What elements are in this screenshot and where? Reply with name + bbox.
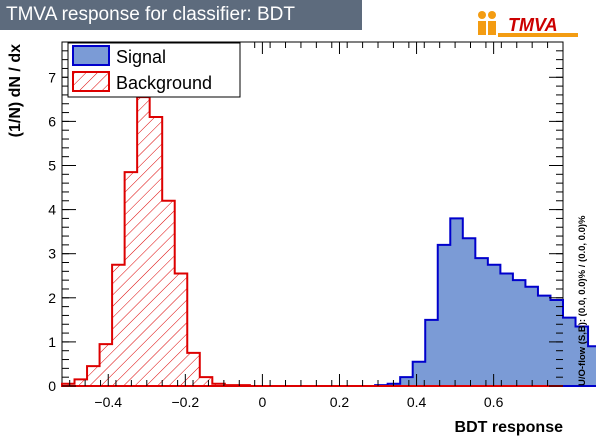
x-axis-label: BDT response (455, 419, 564, 436)
signal-bin (588, 346, 596, 386)
background-bin (200, 377, 213, 386)
signal-bin (450, 218, 463, 386)
y-tick-label: 5 (48, 157, 56, 173)
signal-bin (413, 362, 426, 386)
y-axis-label: (1/N) dN / dx (7, 44, 24, 137)
background-bin (225, 385, 238, 386)
chart-title: TMVA response for classifier: BDT (0, 0, 362, 30)
signal-bin (400, 377, 413, 386)
legend-swatch-background (72, 71, 110, 92)
x-tick-label: 0.4 (407, 394, 427, 410)
logo-icon (478, 11, 578, 37)
x-tick-label: 0 (259, 394, 267, 410)
x-tick-label: 0.2 (330, 394, 350, 410)
signal-bin (425, 320, 438, 386)
y-tick-label: 0 (48, 378, 56, 394)
background-bin (212, 384, 225, 386)
x-tick-label: −0.2 (172, 394, 200, 410)
background-bin (125, 172, 138, 386)
background-bin (112, 265, 125, 386)
signal-bin (500, 274, 513, 386)
background-bin (162, 201, 175, 386)
signal-bin (525, 287, 538, 386)
background-bin (137, 97, 150, 386)
y-tick-label: 4 (48, 202, 56, 218)
signal-bin (538, 296, 551, 386)
y-tick-label: 6 (48, 113, 56, 129)
signal-bin (463, 238, 476, 386)
signal-bin (563, 318, 576, 386)
overflow-note: U/O-flow (S,B): (0.0, 0.0)% / (0.0, 0.0)… (577, 215, 588, 386)
background-bin (175, 274, 188, 386)
legend-label-signal: Signal (116, 47, 166, 67)
tmva-logo: TMVA (468, 8, 580, 44)
signal-bin (475, 258, 488, 386)
legend-label-background: Background (116, 73, 212, 93)
background-bin (150, 117, 163, 386)
background-histogram (61, 96, 563, 387)
y-tick-label: 2 (48, 290, 56, 306)
signal-bin (550, 300, 563, 386)
logo-text: TMVA (508, 15, 558, 35)
legend-swatch-signal (72, 45, 110, 66)
y-tick-label: 3 (48, 246, 56, 262)
x-tick-label: −0.4 (94, 394, 122, 410)
background-bin (100, 344, 113, 386)
y-tick-label: 7 (48, 69, 56, 85)
signal-bin (513, 280, 526, 386)
signal-bin (488, 265, 501, 386)
background-bin (87, 366, 100, 386)
x-tick-label: 0.6 (484, 394, 504, 410)
signal-bin (438, 245, 451, 386)
y-tick-label: 1 (48, 334, 56, 350)
